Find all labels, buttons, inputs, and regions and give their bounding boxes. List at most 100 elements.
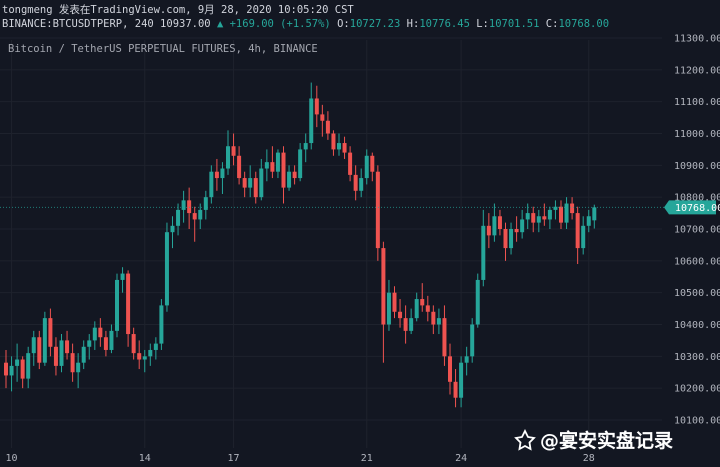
time-tick-label: 14 [139, 453, 151, 464]
last-price-label: 10768.00 [675, 203, 720, 214]
candle-body [76, 362, 81, 373]
candle-body [65, 340, 70, 354]
candle-body [120, 273, 125, 280]
candle-body [248, 178, 253, 188]
ohlc-legend: BINANCE:BTCUSDTPERP, 240 10937.00 ▲ +169… [2, 18, 609, 30]
candle-body [70, 353, 75, 373]
change-value: +169.00 (+1.57%) [229, 18, 331, 30]
candle-body [459, 362, 464, 398]
candle-body [436, 318, 441, 325]
price-grid [0, 37, 662, 448]
candle-body [398, 311, 403, 319]
candle-body [115, 279, 119, 331]
candle-body [37, 337, 42, 363]
last-price-box [664, 200, 716, 215]
candle-body [370, 155, 375, 172]
watermark-text: @宴安实盘记录 [540, 430, 674, 452]
candle-body [497, 216, 502, 229]
watermark: @宴安实盘记录 [514, 426, 673, 453]
candle-body [364, 155, 369, 179]
price-tick-label: 10100.00 [674, 416, 720, 427]
candle-body [559, 206, 563, 223]
time-axis[interactable]: 10 14 17 21 24 28 [6, 453, 595, 464]
candle-body [442, 318, 447, 357]
candle-body [231, 146, 236, 156]
price-tick-label: 11000.00 [674, 129, 720, 140]
candle-body [381, 248, 386, 325]
candle-body [359, 178, 364, 191]
candle-body [409, 318, 414, 331]
candle-body [431, 311, 436, 325]
candle-body [142, 356, 147, 360]
candle-body [237, 155, 242, 179]
candle-body [203, 197, 208, 210]
candle-body [214, 171, 219, 179]
candle-body [264, 162, 269, 169]
candle-body [531, 213, 536, 223]
candle-body [570, 203, 575, 214]
candle-body [109, 330, 114, 350]
price-axis[interactable]: 11300.00 11200.00 11100.00 11000.00 10900.00… [674, 34, 720, 427]
candle-body [81, 346, 86, 363]
price-tick-label: 10200.00 [674, 384, 720, 395]
candle-body [420, 299, 425, 306]
candle-body [87, 340, 92, 347]
candle-body [475, 279, 480, 325]
time-tick-label: 28 [583, 453, 595, 464]
symbol-label: BINANCE:BTCUSDTPERP, 240 [2, 18, 154, 30]
candle-body [131, 334, 136, 354]
candle-body [386, 292, 391, 325]
candle-body [15, 359, 20, 366]
candle-body [148, 349, 153, 357]
candle-body [581, 225, 586, 249]
candle-body [470, 324, 475, 357]
price-tick-label: 10500.00 [674, 288, 720, 299]
high-label: H: [406, 18, 420, 30]
candle-body [564, 203, 569, 223]
open-label: O: [337, 18, 350, 30]
candle-body [547, 209, 552, 220]
candle-body [414, 299, 419, 319]
price-tick-label: 10900.00 [674, 161, 720, 172]
candle-body [303, 143, 308, 150]
candle-body [292, 171, 297, 179]
weibo-logo-icon [514, 429, 536, 451]
candle-body [187, 200, 192, 214]
candle-body [42, 318, 47, 363]
low-value: 10701.51 [488, 18, 540, 30]
candle-body [287, 171, 292, 188]
candle-body [575, 213, 580, 249]
candle-body [26, 353, 31, 379]
candle-body [320, 114, 325, 121]
candle-body [270, 162, 275, 172]
candle-body [542, 216, 547, 220]
candle-body [281, 152, 286, 188]
candle-body [525, 213, 530, 220]
price-tick-label: 11300.00 [674, 34, 720, 45]
candle-body [375, 171, 380, 249]
open-value: 10727.23 [349, 18, 401, 30]
candle-body [275, 152, 280, 172]
close-label: C: [545, 18, 559, 30]
time-tick-label: 10 [6, 453, 18, 464]
candle-body [592, 207, 597, 221]
candle-body [31, 337, 36, 354]
candle-body [92, 327, 97, 341]
candle-body [514, 229, 519, 233]
candle-body [126, 273, 131, 335]
candle-body [481, 225, 486, 280]
candle-body [536, 216, 541, 223]
candle-body [331, 133, 336, 150]
candle-body [4, 362, 8, 376]
price-tick-label: 10600.00 [674, 256, 720, 267]
time-tick-label: 17 [228, 453, 240, 464]
low-label: L: [476, 18, 489, 30]
candle-body [153, 343, 158, 350]
candle-body [448, 356, 452, 382]
candle-body [325, 120, 330, 134]
candle-body [337, 143, 341, 150]
candle-body [98, 327, 103, 338]
candle-body [192, 213, 197, 220]
high-value: 10776.45 [419, 18, 470, 30]
